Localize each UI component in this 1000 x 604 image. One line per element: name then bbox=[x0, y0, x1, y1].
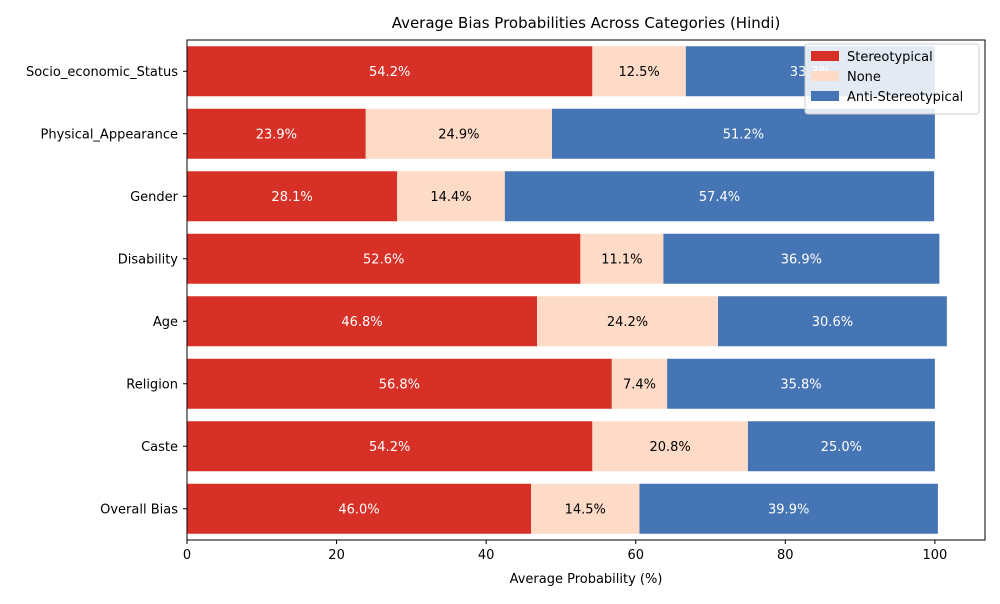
legend-label-none: None bbox=[847, 70, 881, 85]
bar-anti-stereotypical-overall-bias bbox=[639, 483, 938, 534]
data-label-anti-stereotypical-physical-appearance: 51.2% bbox=[723, 127, 764, 142]
bar-anti-stereotypical-religion bbox=[667, 358, 935, 409]
bar-stereotypical-religion bbox=[187, 358, 612, 409]
data-label-anti-stereotypical-gender: 57.4% bbox=[699, 190, 740, 205]
data-label-none-disability: 11.1% bbox=[601, 252, 642, 267]
legend: Stereotypical None Anti-Stereotypical bbox=[804, 43, 980, 115]
bar-none-caste bbox=[592, 421, 748, 472]
bar-anti-stereotypical-gender bbox=[504, 171, 935, 222]
bar-none-gender bbox=[397, 171, 505, 222]
data-label-anti-stereotypical-age: 30.6% bbox=[812, 315, 853, 330]
data-label-stereotypical-age: 46.8% bbox=[341, 315, 382, 330]
data-label-stereotypical-caste: 54.2% bbox=[369, 440, 410, 455]
bar-stereotypical-overall-bias bbox=[187, 483, 532, 534]
legend-swatch-stereotypical bbox=[811, 51, 839, 61]
data-label-none-gender: 14.4% bbox=[430, 190, 471, 205]
y-tick-label-disability: Disability bbox=[118, 252, 179, 267]
data-label-none-age: 24.2% bbox=[607, 315, 648, 330]
chart-title: Average Bias Probabilities Across Catego… bbox=[392, 14, 781, 32]
bar-anti-stereotypical-caste bbox=[747, 421, 935, 472]
bars-layer bbox=[187, 46, 947, 534]
bar-stereotypical-caste bbox=[187, 421, 593, 472]
bar-stereotypical-disability bbox=[187, 233, 581, 284]
x-tick-label-0: 0 bbox=[183, 548, 191, 563]
data-label-anti-stereotypical-caste: 25.0% bbox=[821, 440, 862, 455]
y-tick-label-caste: Caste bbox=[141, 440, 178, 455]
bar-stereotypical-physical-appearance bbox=[187, 108, 366, 159]
legend-label-stereotypical: Stereotypical bbox=[847, 50, 933, 65]
plot-frame bbox=[186, 39, 986, 541]
bar-stereotypical-age bbox=[187, 296, 538, 347]
bar-anti-stereotypical-disability bbox=[663, 233, 940, 284]
data-label-none-physical-appearance: 24.9% bbox=[438, 127, 479, 142]
bar-none-socio-economic-status bbox=[592, 46, 686, 97]
bar-anti-stereotypical-physical-appearance bbox=[551, 108, 935, 159]
bar-anti-stereotypical-age bbox=[718, 296, 947, 347]
data-label-stereotypical-religion: 56.8% bbox=[379, 377, 420, 392]
x-tick-label-20: 20 bbox=[328, 548, 345, 563]
data-label-anti-stereotypical-disability: 36.9% bbox=[781, 252, 822, 267]
legend-swatch-none bbox=[811, 71, 839, 81]
data-label-none-religion: 7.4% bbox=[623, 377, 656, 392]
bar-stereotypical-gender bbox=[187, 171, 398, 222]
data-label-stereotypical-gender: 28.1% bbox=[271, 190, 312, 205]
bar-none-disability bbox=[580, 233, 664, 284]
data-label-none-caste: 20.8% bbox=[649, 440, 690, 455]
data-label-none-overall-bias: 14.5% bbox=[565, 502, 606, 517]
legend-swatch-anti-stereotypical bbox=[811, 91, 839, 101]
y-tick-label-religion: Religion bbox=[126, 377, 178, 392]
bar-none-physical-appearance bbox=[365, 108, 552, 159]
y-tick-label-gender: Gender bbox=[130, 190, 179, 205]
bar-none-overall-bias bbox=[531, 483, 640, 534]
y-tick-label-socio-economic-status: Socio_economic_Status bbox=[26, 65, 178, 80]
x-tick-label-40: 40 bbox=[478, 548, 495, 563]
data-label-stereotypical-disability: 52.6% bbox=[363, 252, 404, 267]
bar-none-religion bbox=[611, 358, 668, 409]
axes-layer: Overall Bias Caste Religion Age Disability Ge… bbox=[26, 39, 986, 563]
x-tick-label-100: 100 bbox=[922, 548, 947, 563]
y-tick-label-age: Age bbox=[153, 315, 178, 330]
x-tick-label-60: 60 bbox=[627, 548, 644, 563]
x-axis-label: Average Probability (%) bbox=[510, 572, 663, 587]
legend-box bbox=[804, 43, 980, 115]
x-tick-label-80: 80 bbox=[777, 548, 794, 563]
y-tick-label-physical-appearance: Physical_Appearance bbox=[41, 127, 178, 142]
legend-label-anti-stereotypical: Anti-Stereotypical bbox=[847, 90, 963, 105]
data-label-anti-stereotypical-overall-bias: 39.9% bbox=[768, 502, 809, 517]
data-label-none-socio-economic-status: 12.5% bbox=[618, 65, 659, 80]
data-labels-layer: 46.0% 14.5% 39.9% 54.2% 20.8% 25.0% 56.8% 7.4% 3… bbox=[256, 65, 862, 518]
data-label-stereotypical-physical-appearance: 23.9% bbox=[256, 127, 297, 142]
data-label-anti-stereotypical-religion: 35.8% bbox=[780, 377, 821, 392]
y-tick-label-overall-bias: Overall Bias bbox=[100, 502, 178, 517]
bar-none-age bbox=[537, 296, 719, 347]
data-label-stereotypical-socio-economic-status: 54.2% bbox=[369, 65, 410, 80]
data-label-stereotypical-overall-bias: 46.0% bbox=[338, 502, 379, 517]
bar-stereotypical-socio-economic-status bbox=[187, 46, 593, 97]
